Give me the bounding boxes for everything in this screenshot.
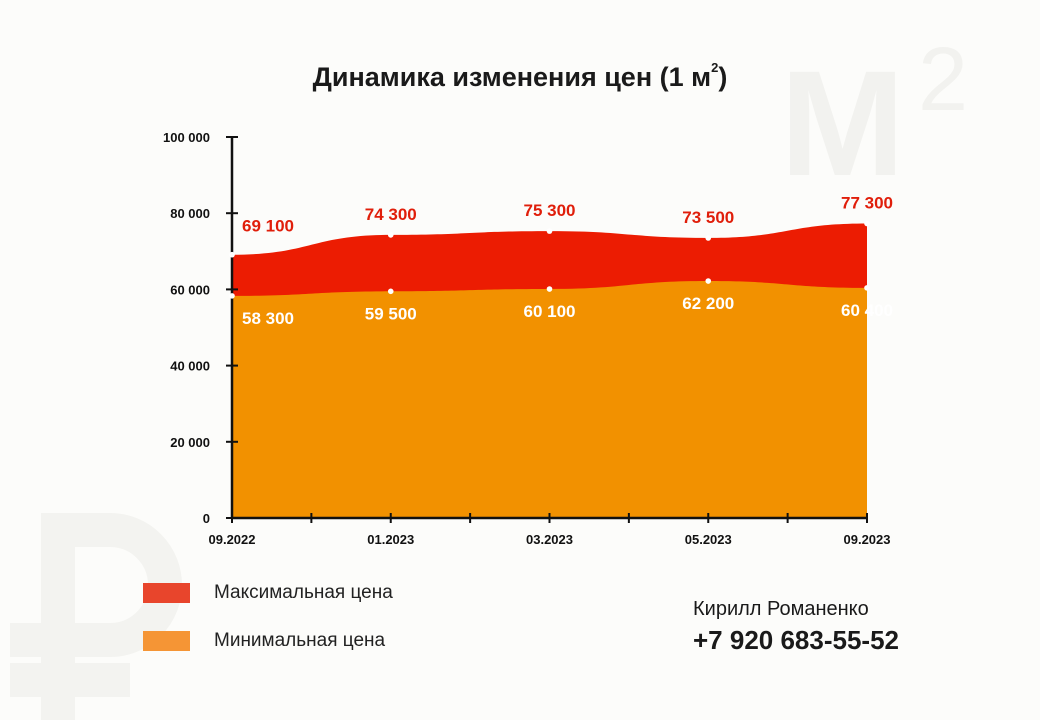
point-min <box>229 293 235 299</box>
svg-text:M: M <box>780 39 905 190</box>
x-tick-label: 09.2023 <box>844 532 891 547</box>
x-tick-label: 01.2023 <box>367 532 414 547</box>
y-tick-label: 20 000 <box>170 435 210 450</box>
y-tick-label: 40 000 <box>170 359 210 374</box>
y-tick-label: 0 <box>203 511 210 526</box>
legend-label-min: Минимальная цена <box>214 630 386 651</box>
point-min <box>864 285 870 291</box>
ruble-icon <box>10 513 182 720</box>
y-tick-label: 100 000 <box>163 130 210 145</box>
m2-watermark: M 2 <box>780 30 968 190</box>
series-area-min <box>232 281 867 518</box>
data-label-max: 75 300 <box>524 201 576 220</box>
legend-item-min: Минимальная цена <box>143 628 393 654</box>
y-tick-label: 60 000 <box>170 282 210 297</box>
x-tick-label: 05.2023 <box>685 532 732 547</box>
point-min <box>705 278 712 284</box>
data-label-min: 62 200 <box>682 294 734 313</box>
x-tick-label: 03.2023 <box>526 532 573 547</box>
legend-swatch-max <box>143 583 190 603</box>
data-label-max: 73 500 <box>682 208 734 227</box>
contact-name: Кирилл Романенко <box>693 598 869 620</box>
point-max <box>864 220 870 227</box>
data-label-min: 60 400 <box>841 301 893 320</box>
x-tick-label: 09.2022 <box>209 532 256 547</box>
y-tick-label: 80 000 <box>170 206 210 221</box>
point-min <box>546 286 553 292</box>
point-max <box>229 251 235 258</box>
data-label-max: 74 300 <box>365 205 417 224</box>
legend-swatch-min <box>143 631 190 651</box>
point-max <box>705 235 712 241</box>
data-label-max: 77 300 <box>841 193 893 212</box>
data-label-min: 58 300 <box>242 309 294 328</box>
point-max <box>546 228 553 234</box>
data-label-min: 59 500 <box>365 304 417 323</box>
contact-phone: +7 920 683-55-52 <box>693 625 900 655</box>
point-max <box>387 232 394 238</box>
point-min <box>387 288 394 295</box>
data-label-min: 60 100 <box>524 302 576 321</box>
legend-label-max: Максимальная цена <box>214 582 393 603</box>
chart-legend: Максимальная цена Минимальная цена <box>143 580 393 676</box>
chart-title: Динамика изменения цен (1 м2) <box>312 60 728 92</box>
contact-block: Кирилл Романенко +7 920 683-55-52 <box>693 598 899 656</box>
data-label-max: 69 100 <box>242 217 294 236</box>
svg-text:2: 2 <box>918 30 968 130</box>
legend-item-max: Максимальная цена <box>143 580 393 606</box>
